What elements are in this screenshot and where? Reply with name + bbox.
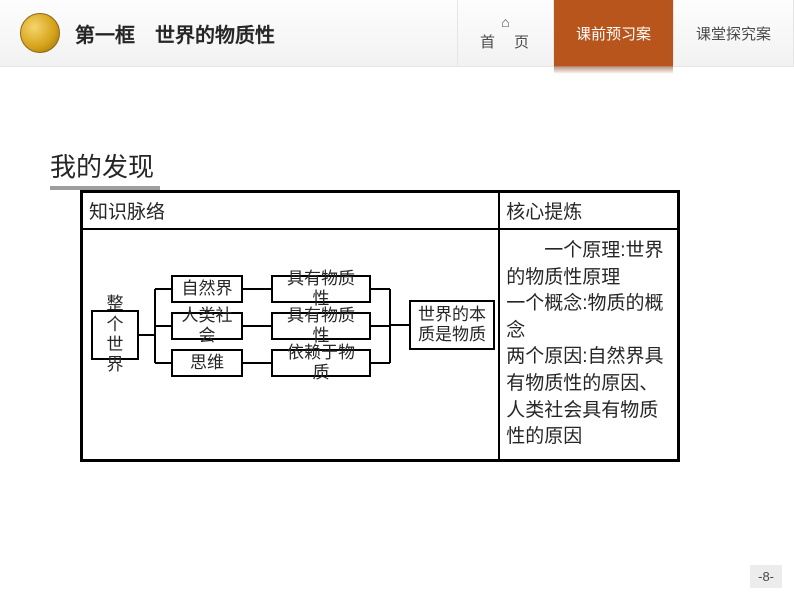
nav-inclass-label: 课堂探究案 — [696, 23, 771, 44]
refine-line2: 一个概念:物质的概念 — [506, 291, 671, 344]
section-title: 我的发现 — [50, 147, 160, 190]
nav-preview[interactable]: 课前预习案 — [553, 0, 673, 66]
col-header-right: 核心提炼 — [499, 192, 678, 230]
diagram-cell: 整个世界 自然界 人类社会 思维 具有物质性 具有物质性 依赖于物质 世界的本质… — [82, 229, 500, 460]
page-title: 第一框 世界的物质性 — [75, 19, 275, 48]
logo-icon — [20, 13, 60, 53]
home-icon: ⌂ — [501, 15, 509, 29]
page-number: -8- — [750, 565, 782, 588]
content: 我的发现 知识脉络 核心提炼 整个世界 自然界 人类社会 思维 具有物质性 具有… — [0, 67, 794, 462]
node-branch1: 自然界 — [171, 275, 243, 303]
node-prop2: 具有物质性 — [271, 312, 371, 340]
nav: ⌂ 首 页 课前预习案 课堂探究案 — [457, 0, 794, 66]
node-conclusion: 世界的本质是物质 — [409, 300, 495, 350]
main-table: 知识脉络 核心提炼 整个世界 自然界 人类社会 思维 具有物质性 具有物质性 依… — [80, 190, 680, 462]
nav-preview-label: 课前预习案 — [576, 23, 651, 44]
node-branch2: 人类社会 — [171, 312, 243, 340]
refine-line3: 两个原因:自然界具有物质性的原因、人类社会具有物质性的原因 — [506, 344, 671, 450]
node-branch3: 思维 — [171, 349, 243, 377]
refine-line1: 一个原理:世界的物质性原理 — [506, 238, 671, 291]
node-prop3: 依赖于物质 — [271, 349, 371, 377]
refine-cell: 一个原理:世界的物质性原理 一个概念:物质的概念 两个原因:自然界具有物质性的原… — [499, 229, 678, 460]
nav-inclass[interactable]: 课堂探究案 — [673, 0, 794, 66]
header-left: 第一框 世界的物质性 — [0, 0, 457, 66]
node-prop1: 具有物质性 — [271, 275, 371, 303]
node-root: 整个世界 — [91, 310, 139, 360]
col-header-left: 知识脉络 — [82, 192, 500, 230]
nav-home[interactable]: ⌂ 首 页 — [457, 0, 553, 66]
knowledge-diagram: 整个世界 自然界 人类社会 思维 具有物质性 具有物质性 依赖于物质 世界的本质… — [89, 260, 492, 410]
header: 第一框 世界的物质性 ⌂ 首 页 课前预习案 课堂探究案 — [0, 0, 794, 67]
nav-home-label: 首 页 — [480, 31, 531, 52]
